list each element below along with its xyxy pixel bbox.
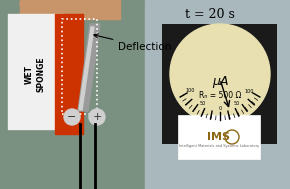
Bar xyxy=(55,14,83,134)
Text: 50: 50 xyxy=(234,101,240,106)
Text: 0: 0 xyxy=(218,105,222,111)
Bar xyxy=(20,0,120,19)
Text: WET
SPONGE: WET SPONGE xyxy=(25,56,45,92)
Bar xyxy=(162,24,277,144)
Polygon shape xyxy=(79,27,94,110)
Circle shape xyxy=(89,109,105,125)
Text: Intelligent Materials and Systems Laboratory: Intelligent Materials and Systems Labora… xyxy=(179,144,259,148)
Text: IMS: IMS xyxy=(208,132,231,142)
Text: +: + xyxy=(92,112,102,122)
Text: 100: 100 xyxy=(245,88,254,94)
Bar xyxy=(0,0,145,189)
Text: t = 20 s: t = 20 s xyxy=(185,8,235,20)
Text: Deflection: Deflection xyxy=(94,34,172,52)
Ellipse shape xyxy=(20,0,120,19)
Text: 50: 50 xyxy=(200,101,206,106)
Polygon shape xyxy=(78,24,100,111)
Bar xyxy=(8,14,63,129)
Bar xyxy=(178,115,260,159)
Text: 100: 100 xyxy=(186,88,195,94)
Circle shape xyxy=(64,109,80,125)
Text: Rₙ = 500 Ω: Rₙ = 500 Ω xyxy=(199,91,241,99)
Text: −: − xyxy=(67,112,77,122)
Ellipse shape xyxy=(170,24,270,124)
Text: μA: μA xyxy=(212,74,228,88)
Bar xyxy=(145,0,290,189)
Bar xyxy=(62,19,97,114)
